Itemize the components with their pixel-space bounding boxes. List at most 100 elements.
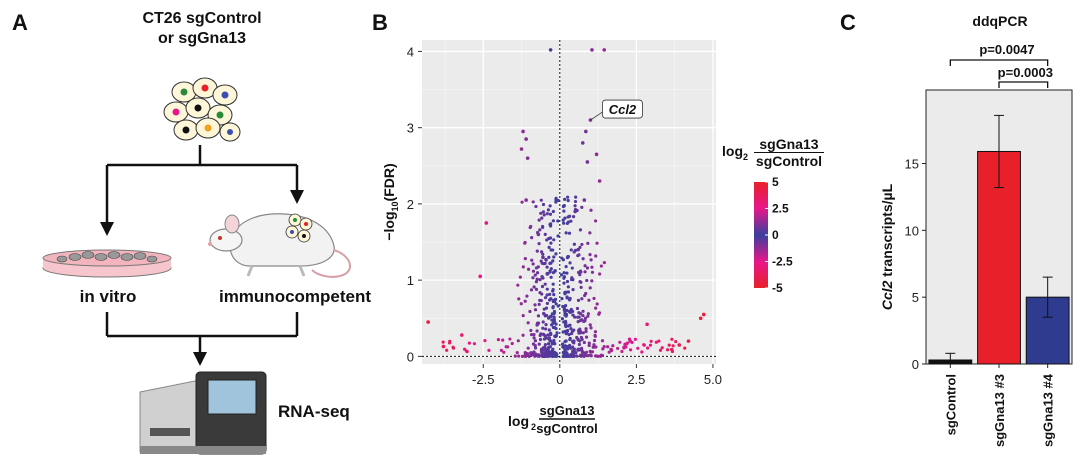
volcano-point — [533, 273, 537, 277]
volcano-point — [562, 275, 567, 279]
volcano-point — [484, 221, 489, 225]
volcano-point — [521, 313, 525, 318]
x-axis-label-sub: 2 — [531, 422, 536, 432]
x-axis-label-log: log — [508, 413, 529, 429]
volcano-point — [628, 339, 633, 343]
volcano-point — [529, 224, 533, 229]
volcano-point — [541, 346, 545, 350]
bar-category-label: sgGna13 #3 — [992, 374, 1007, 447]
bar-y-tick-label: 0 — [912, 357, 919, 372]
volcano-point — [595, 302, 599, 306]
volcano-point — [589, 208, 593, 212]
volcano-point — [586, 354, 590, 358]
volcano-point — [445, 348, 449, 352]
volcano-point — [568, 296, 572, 301]
volcano-point — [542, 351, 546, 355]
plot-background — [422, 40, 716, 364]
volcano-point — [523, 256, 527, 261]
bar-y-axis-label: Ccl2 transcripts/µL — [879, 183, 895, 310]
volcano-point — [556, 234, 560, 238]
volcano-point — [579, 280, 583, 284]
volcano-point — [531, 269, 536, 273]
volcano-point — [667, 343, 671, 347]
ccl2-label: Ccl2 — [609, 102, 637, 117]
volcano-point — [594, 306, 598, 310]
volcano-point — [554, 302, 558, 306]
volcano-point — [552, 238, 556, 242]
panel-a-diagram — [42, 77, 351, 455]
colorbar-title-sub: 2 — [743, 152, 749, 162]
volcano-point — [532, 285, 536, 289]
colorbar-tick-label: 2.5 — [772, 202, 789, 216]
volcano-point — [570, 266, 574, 270]
volcano-point — [531, 262, 535, 266]
pvalue-top: p=0.0047 — [979, 42, 1034, 57]
panel-b-letter: B — [372, 10, 388, 35]
colorbar — [754, 182, 768, 288]
volcano-point — [530, 236, 534, 240]
volcano-point — [599, 264, 603, 268]
volcano-point — [563, 344, 567, 348]
volcano-point — [564, 231, 568, 235]
volcano-point — [565, 295, 569, 299]
volcano-point — [584, 335, 589, 339]
volcano-point — [580, 349, 584, 353]
volcano-point — [551, 347, 555, 351]
bar-y-tick-label: 5 — [912, 290, 919, 305]
volcano-point — [576, 298, 581, 302]
volcano-point — [623, 342, 627, 346]
volcano-point — [566, 255, 570, 259]
volcano-point — [544, 313, 549, 318]
volcano-point — [648, 343, 653, 347]
volcano-point — [594, 354, 598, 358]
volcano-point — [611, 344, 615, 348]
volcano-point — [633, 337, 638, 341]
bar-chart: 0 5 10 15 sgControl sgGna13 #3 sgGna13 #4 ddqPC… — [879, 13, 1073, 447]
volcano-point — [540, 284, 545, 289]
volcano-point — [537, 342, 541, 346]
volcano-point — [529, 351, 533, 355]
volcano-point — [591, 345, 595, 349]
volcano-point — [551, 299, 555, 304]
volcano-point — [549, 224, 553, 228]
volcano-point — [544, 257, 548, 262]
volcano-point — [529, 333, 534, 337]
volcano-point — [569, 219, 573, 223]
volcano-point — [583, 270, 587, 274]
significance-bracket-bottom — [998, 81, 1049, 88]
volcano-point — [600, 339, 605, 343]
volcano-point — [660, 346, 664, 350]
volcano-point — [552, 350, 557, 354]
volcano-point — [563, 216, 567, 220]
volcano-point — [533, 303, 537, 307]
volcano-point — [593, 334, 597, 338]
volcano-point — [570, 351, 575, 356]
volcano-point — [581, 257, 585, 261]
volcano-point — [542, 312, 546, 316]
ccl2-leader — [590, 111, 603, 121]
volcano-point — [544, 322, 548, 327]
volcano-point — [526, 352, 530, 356]
volcano-point — [521, 129, 525, 134]
y-axis-label-sub: 10 — [390, 201, 400, 211]
volcano-point — [574, 195, 578, 199]
pvalue-bottom: p=0.0003 — [998, 65, 1053, 80]
y-tick-label: 2 — [407, 197, 414, 212]
volcano-point — [541, 326, 545, 330]
y-tick-label: 0 — [407, 349, 414, 364]
volcano-point — [585, 278, 589, 283]
volcano-point — [554, 200, 558, 204]
volcano-point — [539, 198, 543, 202]
volcano-point — [525, 294, 529, 298]
volcano-point — [531, 200, 535, 204]
volcano-point — [545, 265, 549, 269]
y-axis-label-prefix: −log — [381, 211, 397, 240]
volcano-point — [518, 275, 522, 279]
volcano-point — [535, 329, 539, 333]
volcano-point — [606, 345, 610, 349]
volcano-point — [551, 219, 555, 223]
volcano-point — [561, 258, 565, 262]
volcano-point — [542, 213, 546, 217]
volcano-point — [554, 326, 558, 331]
volcano-point — [519, 147, 524, 151]
